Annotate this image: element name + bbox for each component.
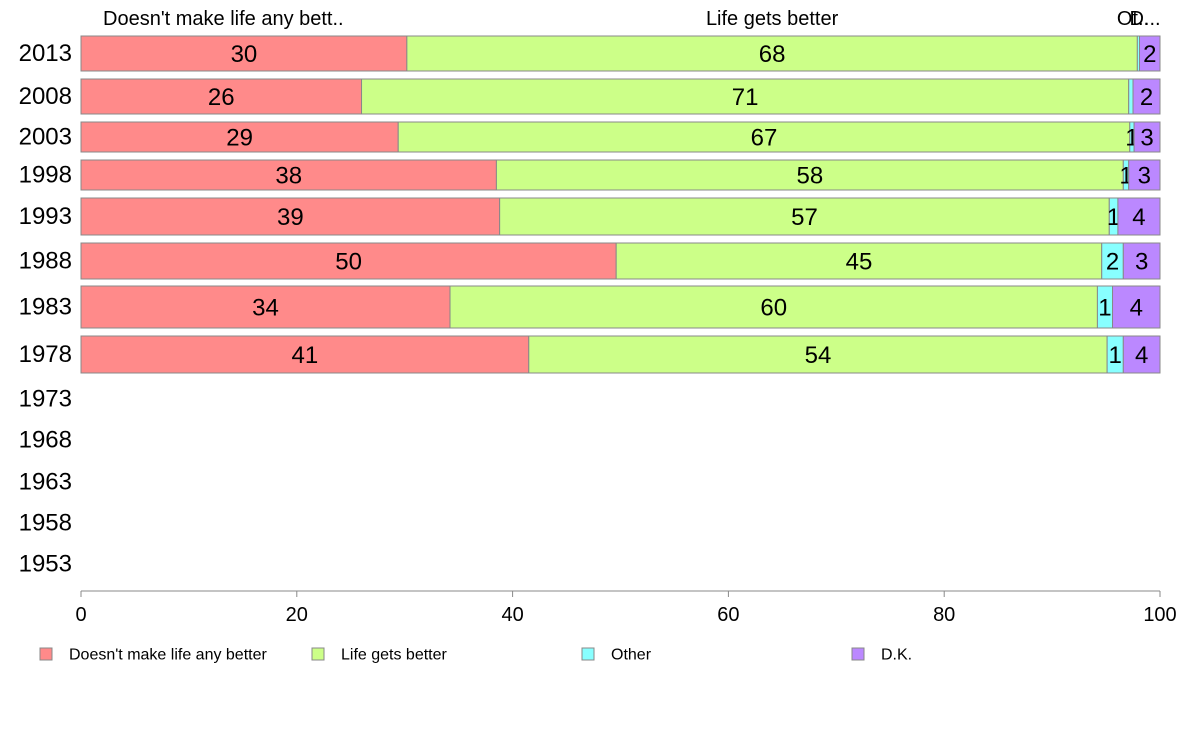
legend-label-0: Doesn't make life any better (69, 647, 267, 664)
bar-label-1998-series-0: 38 (275, 163, 302, 190)
year-label-1993: 1993 (19, 203, 72, 230)
year-label-1953: 1953 (19, 551, 72, 578)
bar-label-1978-series-3: 4 (1135, 342, 1148, 369)
legend-swatch-1 (311, 647, 325, 661)
bar-label-1993-series-3: 4 (1132, 204, 1145, 231)
year-label-1973: 1973 (19, 386, 72, 413)
bar-2008-series-0 (80, 78, 363, 115)
year-label-1978: 1978 (19, 341, 72, 368)
bar-1998-series-3 (1128, 159, 1161, 191)
bar-label-1993-series-0: 39 (277, 204, 304, 231)
bar-1988-series-1 (615, 242, 1103, 280)
legend-swatch-2 (581, 647, 595, 661)
bar-label-1978-series-0: 41 (292, 342, 319, 369)
bar-label-2008-series-0: 26 (208, 84, 235, 111)
bar-label-1998-series-1: 58 (797, 163, 824, 190)
bar-2003-series-0 (80, 121, 399, 153)
bar-label-1983-series-2: 1 (1098, 295, 1111, 322)
x-tick-label-100: 100 (1143, 604, 1176, 626)
bar-label-1983-series-1: 60 (760, 295, 787, 322)
bar-2003-series-3 (1133, 121, 1161, 153)
top-label-3: D... (1129, 8, 1160, 30)
bar-label-1988-series-1: 45 (846, 249, 873, 276)
bar-1983-series-3 (1112, 285, 1161, 329)
bar-label-2003-series-1: 67 (751, 125, 778, 152)
bar-2008-series-2 (1128, 78, 1134, 115)
x-tick-label-20: 20 (286, 604, 308, 626)
legend-label-2: Other (611, 647, 652, 664)
bar-label-1978-series-1: 54 (805, 342, 832, 369)
bar-label-2008-series-1: 71 (732, 84, 759, 111)
bar-1988-series-0 (80, 242, 617, 280)
bar-label-1988-series-0: 50 (335, 249, 362, 276)
top-label-0: Doesn't make life any bett.. (103, 8, 344, 30)
bar-1978-series-1 (528, 335, 1108, 374)
year-label-1988: 1988 (19, 248, 72, 275)
bar-label-2013-series-1: 68 (759, 41, 786, 68)
year-label-1968: 1968 (19, 427, 72, 454)
x-tick-label-40: 40 (501, 604, 523, 626)
bar-2003-series-1 (397, 121, 1131, 153)
x-tick-label-80: 80 (933, 604, 955, 626)
year-label-1963: 1963 (19, 469, 72, 496)
year-label-1998: 1998 (19, 162, 72, 189)
bar-2008-series-3 (1132, 78, 1161, 115)
bar-label-1983-series-0: 34 (252, 295, 279, 322)
bar-1993-series-3 (1117, 197, 1161, 236)
year-label-1983: 1983 (19, 294, 72, 321)
bar-2013-series-1 (406, 35, 1138, 72)
top-label-2: Ot.. (1117, 8, 1149, 30)
bar-1983-series-1 (449, 285, 1098, 329)
bar-label-2013-series-3: 2 (1143, 41, 1156, 68)
bar-label-1988-series-3: 3 (1135, 249, 1148, 276)
bar-2013-series-3 (1138, 35, 1161, 72)
bar-label-1993-series-1: 57 (791, 204, 818, 231)
bar-1983-series-0 (80, 285, 451, 329)
year-label-2008: 2008 (19, 83, 72, 110)
bar-1993-series-1 (499, 197, 1110, 236)
bar-label-2003-series-0: 29 (226, 125, 253, 152)
bar-label-2013-series-0: 30 (231, 41, 258, 68)
year-label-2013: 2013 (19, 40, 72, 67)
bar-label-1978-series-2: 1 (1109, 342, 1122, 369)
x-tick-label-60: 60 (717, 604, 739, 626)
legend-label-1: Life gets better (341, 647, 448, 664)
x-tick-label-0: 0 (75, 604, 86, 626)
top-label-1: Life gets better (706, 8, 839, 30)
bar-label-2008-series-3: 2 (1140, 84, 1153, 111)
bar-label-1983-series-3: 4 (1130, 295, 1143, 322)
bar-1988-series-3 (1122, 242, 1161, 280)
year-label-1958: 1958 (19, 510, 72, 537)
legend-swatch-0 (39, 647, 53, 661)
bar-label-2003-series-3: 3 (1140, 125, 1153, 152)
bar-label-1988-series-2: 2 (1106, 249, 1119, 276)
bar-1978-series-0 (80, 335, 530, 374)
bar-label-1998-series-3: 3 (1138, 163, 1151, 190)
legend-swatch-3 (851, 647, 865, 661)
bar-1998-series-0 (80, 159, 497, 191)
legend-label-3: D.K. (881, 647, 912, 664)
bar-1978-series-3 (1122, 335, 1161, 374)
year-label-2003: 2003 (19, 124, 72, 151)
bar-label-1993-series-2: 1 (1107, 204, 1120, 231)
